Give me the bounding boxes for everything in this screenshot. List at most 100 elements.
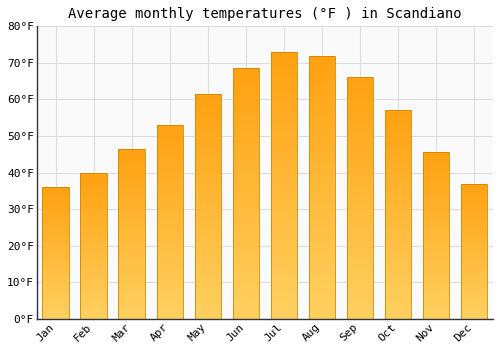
Bar <box>308 194 335 197</box>
Bar <box>80 275 107 277</box>
Bar <box>460 300 487 302</box>
Bar <box>270 249 297 252</box>
Bar <box>232 147 259 150</box>
Bar <box>156 203 183 205</box>
Bar <box>460 260 487 261</box>
Bar <box>194 226 221 229</box>
Bar <box>422 254 450 257</box>
Bar <box>156 217 183 219</box>
Bar <box>346 298 374 301</box>
Bar <box>346 292 374 295</box>
Bar <box>156 258 183 261</box>
Bar <box>232 190 259 194</box>
Bar <box>346 114 374 117</box>
Bar <box>118 168 145 170</box>
Bar <box>308 289 335 293</box>
Bar <box>118 217 145 219</box>
Bar <box>460 209 487 211</box>
Bar <box>308 201 335 204</box>
Bar <box>80 174 107 176</box>
Bar <box>270 229 297 232</box>
Bar <box>232 288 259 291</box>
Bar <box>308 131 335 134</box>
Bar <box>308 296 335 299</box>
Bar <box>460 234 487 236</box>
Bar <box>384 223 411 225</box>
Bar <box>270 142 297 145</box>
Bar <box>308 95 335 98</box>
Bar <box>270 306 297 309</box>
Bar <box>270 79 297 82</box>
Bar <box>308 283 335 286</box>
Bar <box>42 246 69 248</box>
Bar <box>118 174 145 176</box>
Bar <box>460 239 487 241</box>
Bar <box>384 267 411 270</box>
Bar <box>308 263 335 266</box>
Bar <box>308 190 335 194</box>
Bar <box>156 188 183 190</box>
Bar <box>308 59 335 62</box>
Bar <box>80 290 107 292</box>
Bar <box>384 228 411 230</box>
Bar <box>194 145 221 147</box>
Bar <box>156 280 183 282</box>
Bar <box>270 245 297 249</box>
Bar <box>422 217 450 219</box>
Bar <box>460 270 487 272</box>
Bar <box>270 52 297 55</box>
Bar <box>270 155 297 159</box>
Bar <box>156 200 183 203</box>
Bar <box>346 96 374 99</box>
Bar <box>270 312 297 316</box>
Bar <box>156 295 183 297</box>
Bar <box>80 202 107 204</box>
Bar <box>232 194 259 197</box>
Bar <box>118 281 145 283</box>
Bar <box>308 243 335 246</box>
Bar <box>270 299 297 302</box>
Bar <box>80 224 107 226</box>
Bar <box>156 174 183 176</box>
Bar <box>118 194 145 196</box>
Bar <box>42 312 69 314</box>
Bar <box>460 268 487 270</box>
Bar <box>232 97 259 100</box>
Bar <box>308 306 335 309</box>
Bar <box>194 240 221 243</box>
Bar <box>118 215 145 217</box>
Bar <box>346 77 374 319</box>
Bar <box>118 149 145 151</box>
Bar <box>346 171 374 174</box>
Bar <box>384 116 411 118</box>
Bar <box>118 149 145 319</box>
Bar <box>384 202 411 204</box>
Bar <box>232 216 259 219</box>
Bar <box>118 206 145 208</box>
Bar <box>80 218 107 220</box>
Bar <box>232 225 259 228</box>
Bar <box>422 182 450 184</box>
Bar <box>460 226 487 228</box>
Bar <box>346 186 374 189</box>
Bar <box>42 192 69 194</box>
Bar <box>384 303 411 306</box>
Bar <box>460 307 487 309</box>
Bar <box>232 250 259 253</box>
Bar <box>308 105 335 108</box>
Bar <box>460 211 487 212</box>
Bar <box>384 189 411 191</box>
Bar <box>422 167 450 169</box>
Bar <box>194 147 221 150</box>
Bar <box>194 153 221 156</box>
Bar <box>232 247 259 250</box>
Bar <box>118 293 145 295</box>
Bar <box>194 265 221 268</box>
Bar <box>422 233 450 236</box>
Bar <box>346 316 374 319</box>
Bar <box>80 213 107 215</box>
Bar <box>422 231 450 233</box>
Bar <box>118 317 145 319</box>
Bar <box>270 65 297 69</box>
Bar <box>308 260 335 263</box>
